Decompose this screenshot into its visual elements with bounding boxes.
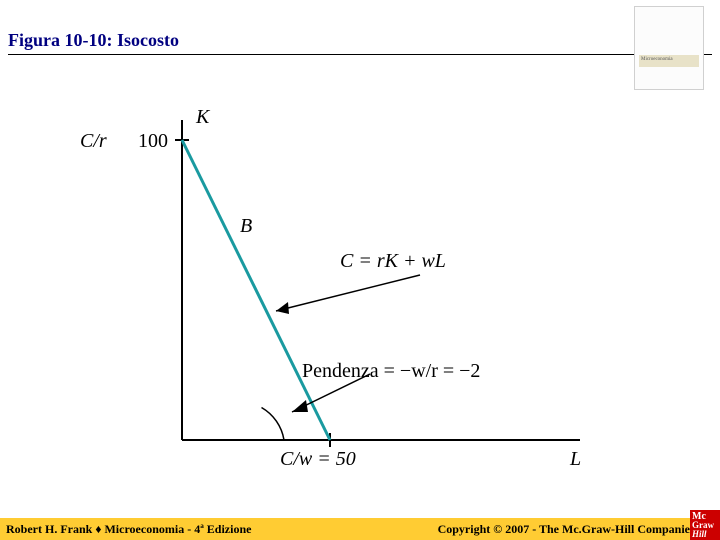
slide: { "title": "Figura 10-10: Isocosto", "th… (0, 0, 720, 540)
y-intercept-label: C/r (80, 130, 107, 153)
arrowhead-equation (276, 302, 289, 314)
y-intercept-value: 100 (138, 130, 168, 153)
thumb-text: Microeconomia (641, 57, 673, 62)
isocost-line (182, 140, 330, 440)
footer-right: Copyright © 2007 - The Mc.Graw-Hill Comp… (360, 522, 720, 537)
y-axis-label: K (196, 106, 209, 129)
footer-bar: Robert H. Frank ♦ Microeconomia - 4a Edi… (0, 518, 720, 540)
arrow-to-equation (276, 275, 420, 311)
footer-author: Robert H. Frank (6, 522, 95, 536)
footer-book: Microeconomia - 4 (101, 522, 200, 536)
slope-fraction: w/r = (411, 360, 459, 382)
footer-ed: Edizione (204, 522, 252, 536)
point-b-label: B (240, 215, 252, 238)
cost-equation: C = rK + wL (340, 250, 446, 273)
slope-value: −2 (459, 360, 480, 382)
angle-arc (262, 408, 285, 441)
slope-prefix: Pendenza = (302, 360, 400, 382)
x-axis-label: L (570, 448, 581, 471)
book-cover-thumbnail: Microeconomia (634, 6, 704, 90)
isocost-chart: K L C/r 100 B C = rK + wL Pendenza = −w/… (120, 110, 620, 490)
arrowhead-slope (292, 400, 308, 412)
figure-title: Figura 10-10: Isocosto (8, 30, 179, 51)
slope-minus: − (400, 360, 411, 382)
footer-left: Robert H. Frank ♦ Microeconomia - 4a Edi… (0, 522, 360, 537)
title-underline (8, 54, 712, 55)
x-intercept-label: C/w = 50 (280, 448, 356, 471)
publisher-logo: Mc Graw Hill (690, 510, 720, 540)
logo-l3: Hill (692, 530, 718, 539)
chart-svg (120, 110, 620, 490)
slope-label: Pendenza = −w/r = −2 (302, 360, 480, 383)
